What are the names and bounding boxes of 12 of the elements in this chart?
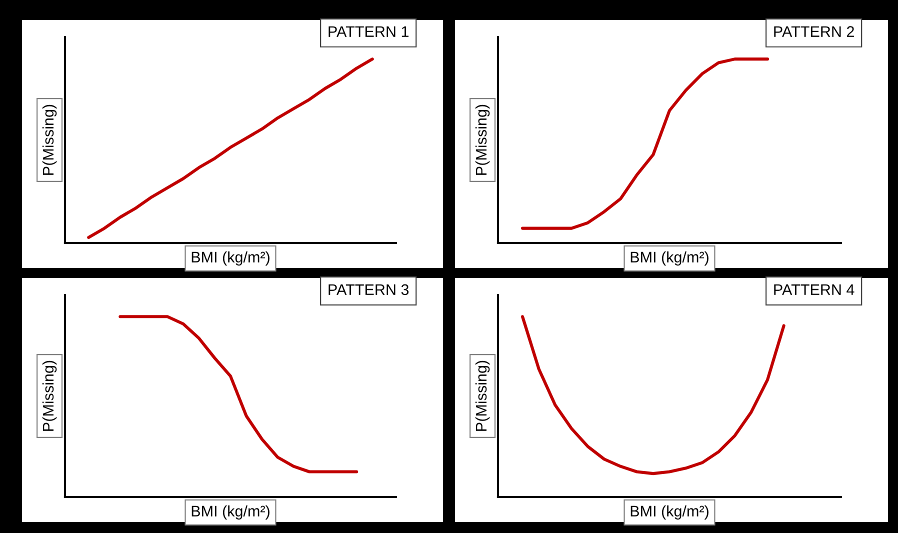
y-axis-title: P(Missing) (42, 104, 57, 175)
y-axis-title: P(Missing) (475, 104, 490, 175)
chart-title: PATTERN 3 (328, 284, 409, 296)
y-axis-title: P(Missing) (42, 360, 57, 431)
x-axis-title: BMI (kg/m²) (192, 505, 270, 520)
x-axis-title: BMI (kg/m²) (630, 505, 708, 520)
y-axis-title: P(Missing) (475, 360, 490, 431)
x-axis-title: BMI (kg/m²) (630, 251, 708, 266)
chart-title: PATTERN 1 (328, 26, 408, 37)
chart-title: PATTERN 4 (774, 284, 854, 295)
chart-title: PATTERN 2 (774, 26, 854, 37)
x-axis-title: BMI (kg/m²) (192, 251, 270, 266)
